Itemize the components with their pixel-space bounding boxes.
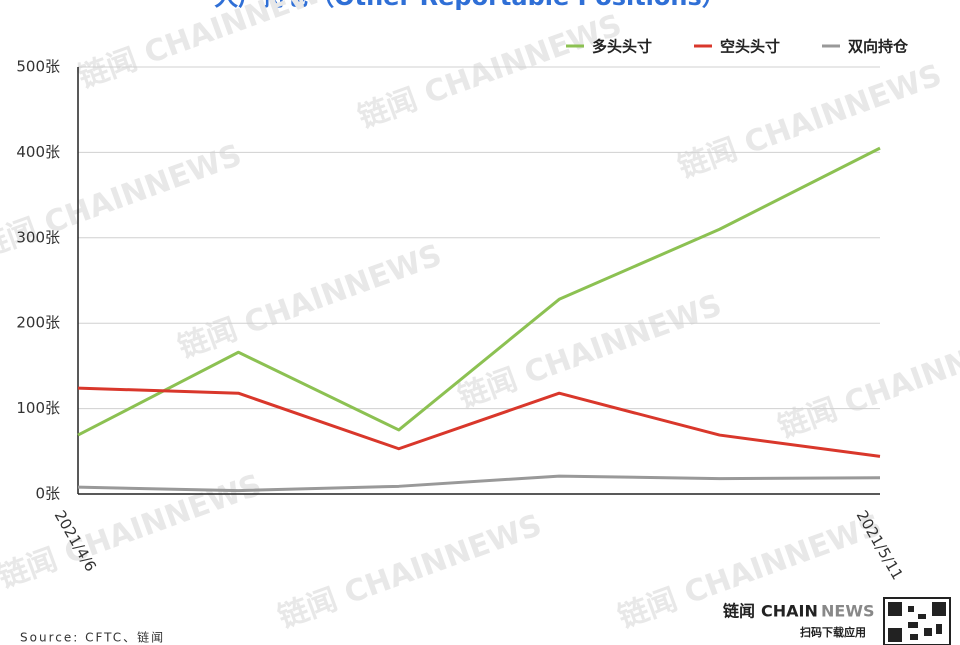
legend-label: 双向持仓 xyxy=(848,38,909,56)
watermark: 链闻 CHAINNEWS xyxy=(674,58,947,186)
y-tick-label: 500张 xyxy=(16,58,60,76)
logo-name: CHAIN xyxy=(761,602,818,621)
series-line xyxy=(77,386,881,458)
qr-code xyxy=(883,597,951,645)
series-line xyxy=(77,474,881,493)
logo-brand: 链闻 xyxy=(723,602,755,621)
series-line xyxy=(77,146,881,437)
legend-label: 多头头寸 xyxy=(592,38,652,56)
watermark: 链闻 CHAINNEWS xyxy=(274,508,547,636)
y-tick-label: 0张 xyxy=(35,485,60,503)
logo-name2: NEWS xyxy=(821,602,875,621)
watermark: 链闻 CHAINNEWS xyxy=(74,0,347,96)
y-tick-label: 400张 xyxy=(16,143,60,161)
legend-label: 空头头寸 xyxy=(720,38,780,56)
y-tick-label: 300张 xyxy=(16,228,60,246)
source: Source: CFTC、链闻 xyxy=(20,630,165,645)
watermark: 链闻 CHAINNEWS xyxy=(174,238,447,366)
chart-title: 大户持仓（Other Reportable Positions） xyxy=(214,0,726,11)
watermark: 链闻 CHAINNEWS xyxy=(354,8,627,136)
y-tick-label: 100张 xyxy=(16,399,60,417)
logo-tagline: 扫码下载应用 xyxy=(800,625,866,639)
y-tick-label: 200张 xyxy=(16,314,60,332)
watermark: 链闻 CHAINNEWS xyxy=(774,318,960,446)
